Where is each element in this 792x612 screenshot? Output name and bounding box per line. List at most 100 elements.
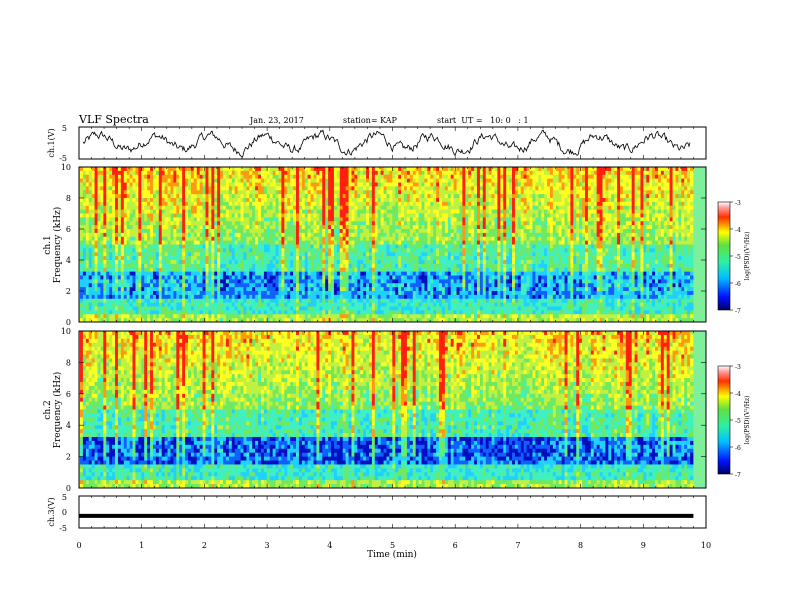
spectrogram-cell <box>211 267 215 273</box>
spectrogram-cell <box>246 198 250 203</box>
spectrogram-cell <box>310 291 314 296</box>
spectrogram-cell <box>135 221 139 226</box>
spectrogram-cell <box>185 252 189 257</box>
spectrogram-cell <box>132 236 136 242</box>
spectrogram-cell <box>398 217 402 222</box>
spectrogram-cell <box>260 229 265 234</box>
spectrogram-cell <box>281 232 285 238</box>
spectrogram-cell <box>223 267 227 273</box>
spectrogram-cell <box>260 205 265 211</box>
spectrogram-cell <box>336 252 341 257</box>
spectrogram-cell <box>260 271 265 276</box>
spectrogram-cell <box>179 271 183 276</box>
spectrogram-cell <box>310 236 314 242</box>
spectrogram-cell <box>371 186 376 191</box>
spectrogram-cell <box>147 244 151 249</box>
spectrogram-cell <box>112 267 116 273</box>
spectrogram-cell <box>272 194 276 199</box>
spectrogram-cell <box>202 170 206 176</box>
spectrogram-cell <box>368 221 373 226</box>
spectrogram-cell <box>418 271 422 276</box>
spectrogram-cell <box>409 201 414 207</box>
spectrogram-cell <box>252 217 256 222</box>
spectrogram-cell <box>313 178 317 183</box>
spectrogram-cell <box>152 314 157 319</box>
spectrogram-cell <box>214 209 218 214</box>
spectrogram-cell <box>211 221 215 226</box>
spectrogram-cell <box>126 194 131 199</box>
spectrogram-cell <box>205 291 209 296</box>
spectrogram-cell <box>418 198 422 203</box>
spectrogram-cell <box>173 198 177 203</box>
spectrogram-cell <box>152 244 157 249</box>
spectrogram-cell <box>196 318 201 323</box>
spectrogram-cell <box>255 260 259 265</box>
spectrogram-cell <box>249 209 253 214</box>
spectrogram-cell <box>258 186 262 191</box>
spectrogram-cell <box>112 275 116 280</box>
spectrogram-cell <box>164 248 168 253</box>
spectrogram-cell <box>193 260 198 265</box>
spectrogram-cell <box>82 271 87 276</box>
spectrogram-cell <box>94 271 98 276</box>
spectrogram-cell <box>278 275 282 280</box>
spectrogram-cell <box>228 186 233 191</box>
spectrogram-cell <box>409 221 414 226</box>
spectrogram-cell <box>91 283 95 288</box>
spectrogram-cell <box>138 256 142 261</box>
spectrogram-cell <box>205 283 209 288</box>
spectrogram-cell <box>418 275 422 280</box>
spectrogram-cell <box>164 182 168 187</box>
spectrogram-cell <box>333 190 338 195</box>
spectrogram-cell <box>363 294 367 300</box>
spectrogram-cell <box>380 275 384 280</box>
spectrogram-cell <box>234 279 239 284</box>
spectrogram-cell <box>164 232 168 238</box>
spectrogram-cell <box>144 275 148 280</box>
spectrogram-cell <box>150 283 154 288</box>
spectrogram-cell <box>240 271 244 276</box>
spectrogram-cell <box>421 252 425 257</box>
spectrogram-cell <box>211 314 215 319</box>
spectrogram-cell <box>234 236 239 242</box>
spectrogram-cell <box>205 263 209 269</box>
spectrogram-cell <box>404 186 408 191</box>
spectrogram-cell <box>368 260 373 265</box>
spectrogram-cell <box>141 236 145 242</box>
spectrogram-cell <box>322 267 326 273</box>
spectrogram-cell <box>179 236 183 242</box>
spectrogram-cell <box>398 271 402 276</box>
spectrogram-cell <box>135 190 139 195</box>
spectrogram-cell <box>386 244 390 249</box>
spectrogram-cell <box>412 209 417 214</box>
spectrogram-cell <box>331 314 335 319</box>
spectrogram-cell <box>377 167 382 172</box>
spectrogram-cell <box>328 205 332 211</box>
spectrogram-cell <box>427 252 431 257</box>
spectrogram-cell <box>88 248 93 253</box>
spectrogram-cell <box>188 271 192 276</box>
spectrogram-cell <box>357 217 361 222</box>
spectrogram-cell <box>348 182 352 187</box>
spectrogram-cell <box>106 306 110 311</box>
spectrogram-cell <box>237 178 241 183</box>
spectrogram-cell <box>85 287 90 292</box>
spectrogram-cell <box>307 182 312 187</box>
spectrogram-cell <box>211 260 215 265</box>
spectrogram-cell <box>418 174 422 180</box>
spectrogram-cell <box>345 252 349 257</box>
spectrogram-cell <box>126 201 131 207</box>
ch1-spectrogram-cells <box>80 167 694 323</box>
spectrogram-cell <box>82 205 87 211</box>
spectrogram-cell <box>296 275 300 280</box>
spectrogram-cell <box>103 248 107 253</box>
spectrogram-cell <box>351 194 355 199</box>
spectrogram-cell <box>427 229 431 234</box>
spectrogram-cell <box>252 170 256 176</box>
spectrogram-cell <box>392 306 396 311</box>
spectrogram-cell <box>266 252 271 257</box>
spectrogram-cell <box>164 178 168 183</box>
spectrogram-cell <box>377 263 382 269</box>
spectrogram-cell <box>433 209 437 214</box>
spectrogram-cell <box>404 318 408 323</box>
